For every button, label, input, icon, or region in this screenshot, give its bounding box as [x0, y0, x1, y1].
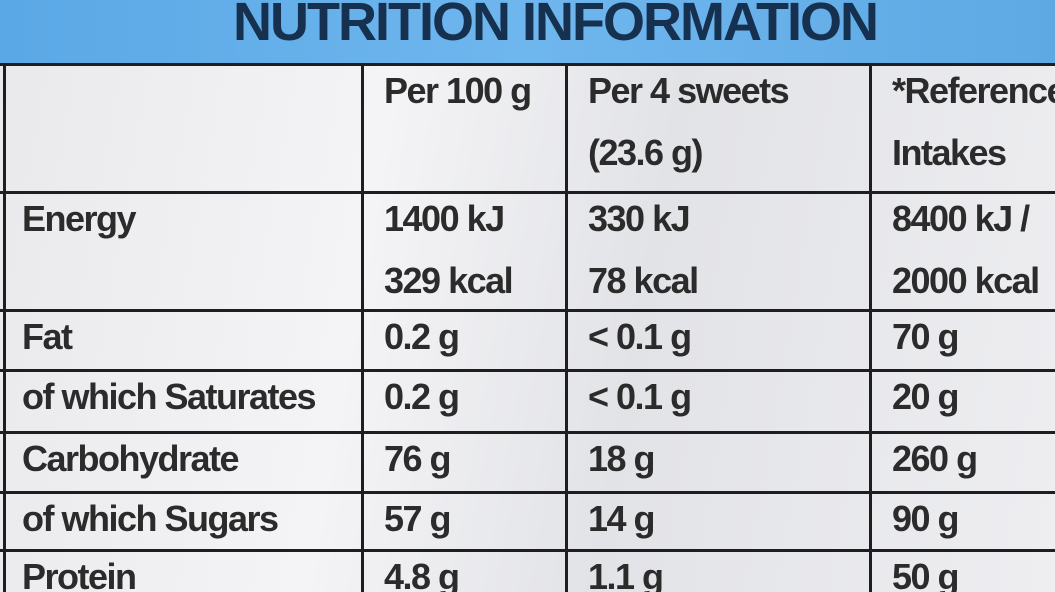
cell-text: Intakes: [892, 132, 1007, 173]
cell-text: 4.8 g: [384, 556, 460, 592]
cell-text: 18 g: [588, 438, 656, 479]
row-rule: [0, 431, 1055, 434]
table-cell: Per 100 g: [362, 64, 566, 192]
cell-text: 70 g: [892, 316, 960, 357]
table-cell: Per 4 sweets (23.6 g): [566, 64, 870, 192]
column-rule: [361, 64, 364, 592]
cell-text: 330 kJ: [588, 198, 691, 239]
table-cell: 14 g: [566, 492, 870, 550]
row-rule: [0, 309, 1055, 312]
cell-text: 0.2 g: [384, 376, 460, 417]
table-cell: 50 g: [870, 550, 1055, 592]
cell-text: 20 g: [892, 376, 960, 417]
table-cell: of which Sugars: [4, 492, 362, 550]
cell-text: 90 g: [892, 498, 960, 539]
cell-text: of which Saturates: [22, 376, 317, 417]
cell-text: Fat: [22, 316, 73, 357]
cell-text: 1.1 g: [588, 556, 664, 592]
table-cell: 4.8 g: [362, 550, 566, 592]
table-cell: 20 g: [870, 370, 1055, 432]
cell-text: Per 100 g: [384, 70, 532, 111]
row-rule: [0, 491, 1055, 494]
row-rule: [0, 549, 1055, 552]
table-cell: Fat: [4, 310, 362, 370]
cell-text: (23.6 g): [588, 132, 704, 173]
cell-text: 50 g: [892, 556, 960, 592]
column-rule: [869, 64, 872, 592]
table-cell: < 0.1 g: [566, 310, 870, 370]
table-cell: Energy: [4, 192, 362, 310]
row-rule: [0, 369, 1055, 372]
table-cell: 90 g: [870, 492, 1055, 550]
cell-text: Protein: [22, 556, 137, 592]
cell-text: 329 kcal: [384, 260, 514, 301]
cell-text: 8400 kJ /: [892, 198, 1030, 239]
table-cell: 0.2 g: [362, 310, 566, 370]
table-cell: of which Saturates: [4, 370, 362, 432]
table-cell: Carbohydrate: [4, 432, 362, 492]
cell-text: 78 kcal: [588, 260, 699, 301]
table-cell: 18 g: [566, 432, 870, 492]
cell-text: *Reference: [892, 70, 1055, 111]
column-rule: [565, 64, 568, 592]
table-cell: 8400 kJ / 2000 kcal: [870, 192, 1055, 310]
table-cell: [4, 64, 362, 192]
cell-text: Energy: [22, 198, 137, 239]
table-cell: 0.2 g: [362, 370, 566, 432]
table-cell: 57 g: [362, 492, 566, 550]
table-cell: 76 g: [362, 432, 566, 492]
table-cell: 330 kJ 78 kcal: [566, 192, 870, 310]
cell-text: 2000 kcal: [892, 260, 1040, 301]
row-rule: [0, 191, 1055, 194]
table-cell: < 0.1 g: [566, 370, 870, 432]
table-cell: 1400 kJ 329 kcal: [362, 192, 566, 310]
cell-text: 76 g: [384, 438, 452, 479]
cell-text: 57 g: [384, 498, 452, 539]
cell-text: < 0.1 g: [588, 316, 692, 357]
title-band: [0, 0, 1055, 64]
cell-text: 260 g: [892, 438, 978, 479]
column-rule: [3, 64, 6, 592]
cell-text: Carbohydrate: [22, 438, 240, 479]
table-cell: 1.1 g: [566, 550, 870, 592]
cell-text: of which Sugars: [22, 498, 279, 539]
title: NUTRITION INFORMATION: [233, 0, 879, 52]
cell-text: 0.2 g: [384, 316, 460, 357]
row-rule: [0, 63, 1055, 66]
table-cell: Protein: [4, 550, 362, 592]
table-cell: 260 g: [870, 432, 1055, 492]
cell-text: 1400 kJ: [384, 198, 505, 239]
cell-text: Per 4 sweets: [588, 70, 790, 111]
table-cell: 70 g: [870, 310, 1055, 370]
cell-text: 14 g: [588, 498, 656, 539]
cell-text: < 0.1 g: [588, 376, 692, 417]
table-cell: *Reference Intakes: [870, 64, 1055, 192]
